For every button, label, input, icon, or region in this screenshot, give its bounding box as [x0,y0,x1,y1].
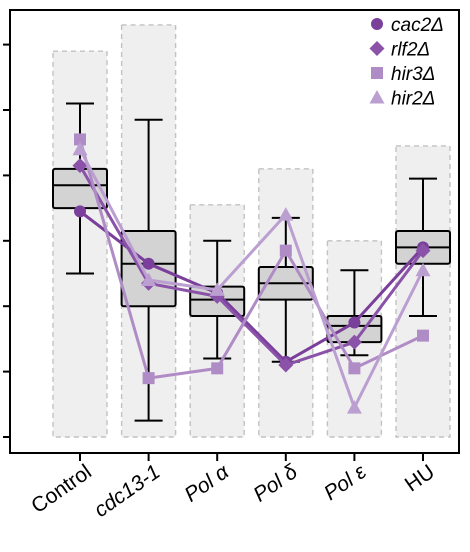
legend-marker [369,90,385,104]
legend-item-2: hir3Δ [371,64,435,85]
legend-item-1: rlf2Δ [369,40,430,61]
series-point [278,207,294,221]
legend-label: hir3Δ [391,64,435,85]
x-tick-label: Control [27,460,96,518]
x-tick-label: Pol ε [320,460,371,505]
series-point [74,133,86,146]
legend-item-3: hir2Δ [369,89,435,110]
legend-marker [371,18,383,30]
series-2 [74,133,429,385]
series-point [211,362,224,375]
series-point [415,243,431,259]
series-point [348,362,361,375]
legend-label: hir2Δ [391,89,435,110]
series-line [78,164,425,367]
legend-marker [369,41,385,56]
series-line [78,139,424,380]
series-point [417,329,429,342]
series-point [279,244,292,257]
legend: cac2Δ rlf2Δ hir3Δ hir2Δ [369,15,444,110]
x-tick-label: cdc13-1 [90,460,164,522]
plot-frame [9,9,460,454]
series-point [142,257,155,270]
legend-marker [371,67,383,79]
legend-label: cac2Δ [391,15,444,36]
series-point [72,158,88,174]
series-line [78,148,425,410]
series-point [348,316,361,329]
legend-label: rlf2Δ [391,40,430,61]
series-point [209,282,225,296]
x-tick-label: Pol α [180,460,233,507]
series-point [72,141,88,156]
x-tick-label: HU [401,460,439,496]
series-point [346,334,362,350]
series-point [415,262,431,277]
series-point [142,372,155,385]
x-tick-label: Pol δ [249,460,302,506]
series-3 [72,141,431,414]
series-point [141,272,157,287]
series-point [278,357,294,373]
series-point [346,400,362,414]
boxplot-0 [52,102,108,275]
series-line [79,210,425,364]
series-point [74,205,86,218]
legend-item-0: cac2Δ [371,15,444,36]
